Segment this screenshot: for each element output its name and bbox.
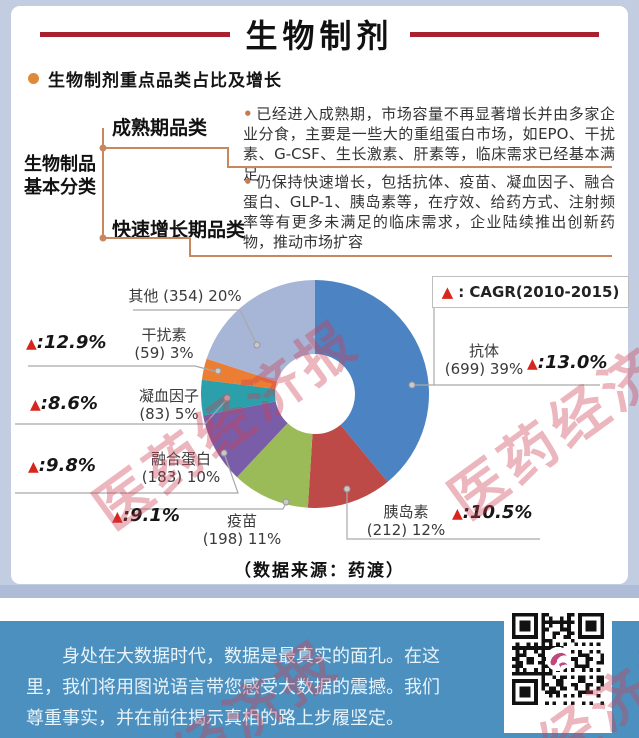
branch-description-growth: • 仍保持快速增长，包括抗体、疫苗、凝血因子、融合蛋白、GLP-1、胰岛素等，在疗…: [243, 172, 615, 252]
desc-bullet-icon: •: [243, 105, 253, 123]
cagr-label-antibody: ▲:13.0%: [527, 352, 608, 373]
triangle-icon: ▲: [112, 509, 123, 525]
branch-description-growth-text: 仍保持快速增长，包括抗体、疫苗、凝血因子、融合蛋白、GLP-1、胰岛素等，在疗效…: [243, 173, 615, 251]
legend-label: : CAGR(2010-2015): [458, 283, 620, 301]
donut-chart: [201, 280, 429, 508]
triangle-icon: ▲: [452, 506, 463, 522]
section-title: 生物制剂重点品类占比及增长: [48, 71, 282, 91]
cagr-label-coagulation: ▲:8.6%: [30, 393, 98, 414]
divider-band: [0, 585, 639, 598]
section-header: 生物制剂重点品类占比及增长: [28, 66, 282, 91]
triangle-icon: ▲: [527, 356, 538, 372]
root-label-line2: 基本分类: [24, 177, 96, 198]
triangle-icon: ▲: [30, 397, 41, 413]
cagr-label-fusion: ▲:9.8%: [28, 455, 96, 476]
pie-slice-干扰素: [201, 358, 277, 389]
callout-label-interferon: 干扰素 (59) 3%: [134, 326, 194, 362]
cagr-label-interferon: ▲:12.9%: [26, 332, 107, 353]
pie-slice-其他: [206, 280, 315, 382]
callout-label-coagulation: 凝血因子 (83) 5%: [138, 387, 199, 423]
callout-label-vaccine: 疫苗 (198) 11%: [202, 512, 282, 548]
callout-label-insulin: 胰岛素 (212) 12%: [366, 503, 446, 539]
title-rule-left: [40, 31, 230, 37]
pie-slice-胰岛素: [307, 424, 388, 508]
cagr-label-vaccine: ▲:9.1%: [112, 505, 180, 526]
callout-label-fusion: 融合蛋白 (183) 10%: [141, 450, 221, 486]
pie-slice-抗体: [315, 280, 429, 482]
desc-bullet-icon: •: [243, 173, 253, 191]
callout-label-other: 其他 (354) 20%: [128, 287, 242, 305]
branch-label-mature: 成熟期品类: [112, 117, 208, 139]
qr-logo-icon: [545, 646, 571, 672]
title-rule-right: [409, 31, 600, 37]
pie-slice-疫苗: [236, 423, 313, 508]
triangle-icon: ▲: [26, 336, 37, 352]
footer-banner-text: 身处在大数据时代，数据是最真实的面孔。在这里，我们将用图说语言带您感受大数据的震…: [26, 646, 440, 729]
cagr-label-insulin: ▲:10.5%: [452, 502, 533, 523]
triangle-icon: ▲: [441, 283, 454, 301]
branch-label-growth: 快速增长期品类: [112, 219, 246, 241]
classification-root-label: 生物制品 基本分类: [24, 153, 100, 199]
page-title: 生物制剂: [245, 17, 394, 55]
source-note: （数据来源：药渡）: [234, 561, 405, 581]
bullet-dot-icon: [28, 73, 39, 84]
qr-pattern: [512, 613, 604, 705]
title-row: 生物制剂: [40, 13, 600, 55]
callout-label-antibody: 抗体 (699) 39%: [444, 342, 524, 378]
triangle-icon: ▲: [28, 459, 39, 475]
root-label-line1: 生物制品: [24, 154, 96, 175]
qr-code: [504, 605, 612, 733]
legend-box: ▲ : CAGR(2010-2015): [432, 276, 629, 308]
